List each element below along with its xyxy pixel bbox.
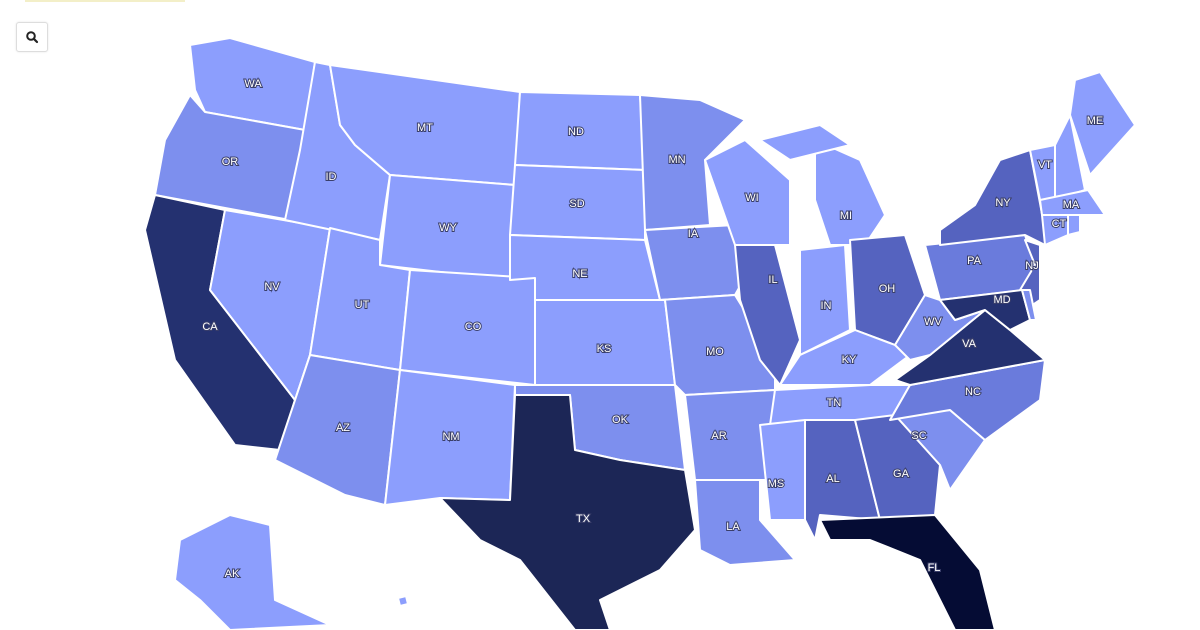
state-in[interactable]: [799, 244, 851, 356]
state-ms[interactable]: [759, 419, 806, 521]
zoom-button[interactable]: [16, 22, 48, 52]
state-ma[interactable]: [1039, 189, 1106, 216]
state-mi[interactable]: [814, 139, 886, 246]
state-wy[interactable]: [379, 174, 516, 281]
state-nm[interactable]: [384, 369, 516, 506]
state-fl[interactable]: [819, 514, 996, 630]
search-icon: [26, 31, 39, 44]
state-ak[interactable]: [174, 514, 331, 630]
state-hi[interactable]: [397, 595, 409, 607]
state-sd[interactable]: [509, 164, 646, 241]
state-wi[interactable]: [704, 139, 791, 246]
state-de[interactable]: [1021, 289, 1037, 321]
state-ny[interactable]: [939, 149, 1046, 246]
header-strip: [25, 0, 185, 2]
state-ri[interactable]: [1067, 214, 1081, 236]
state-co[interactable]: [399, 269, 536, 386]
state-la[interactable]: [694, 479, 796, 566]
state-ks[interactable]: [534, 299, 676, 386]
state-nd[interactable]: [514, 91, 646, 171]
state-tx[interactable]: [439, 394, 696, 630]
state-ga[interactable]: [854, 414, 941, 521]
state-ct[interactable]: [1041, 214, 1069, 246]
state-mi[interactable]: [759, 124, 851, 161]
state-me[interactable]: [1069, 71, 1136, 176]
